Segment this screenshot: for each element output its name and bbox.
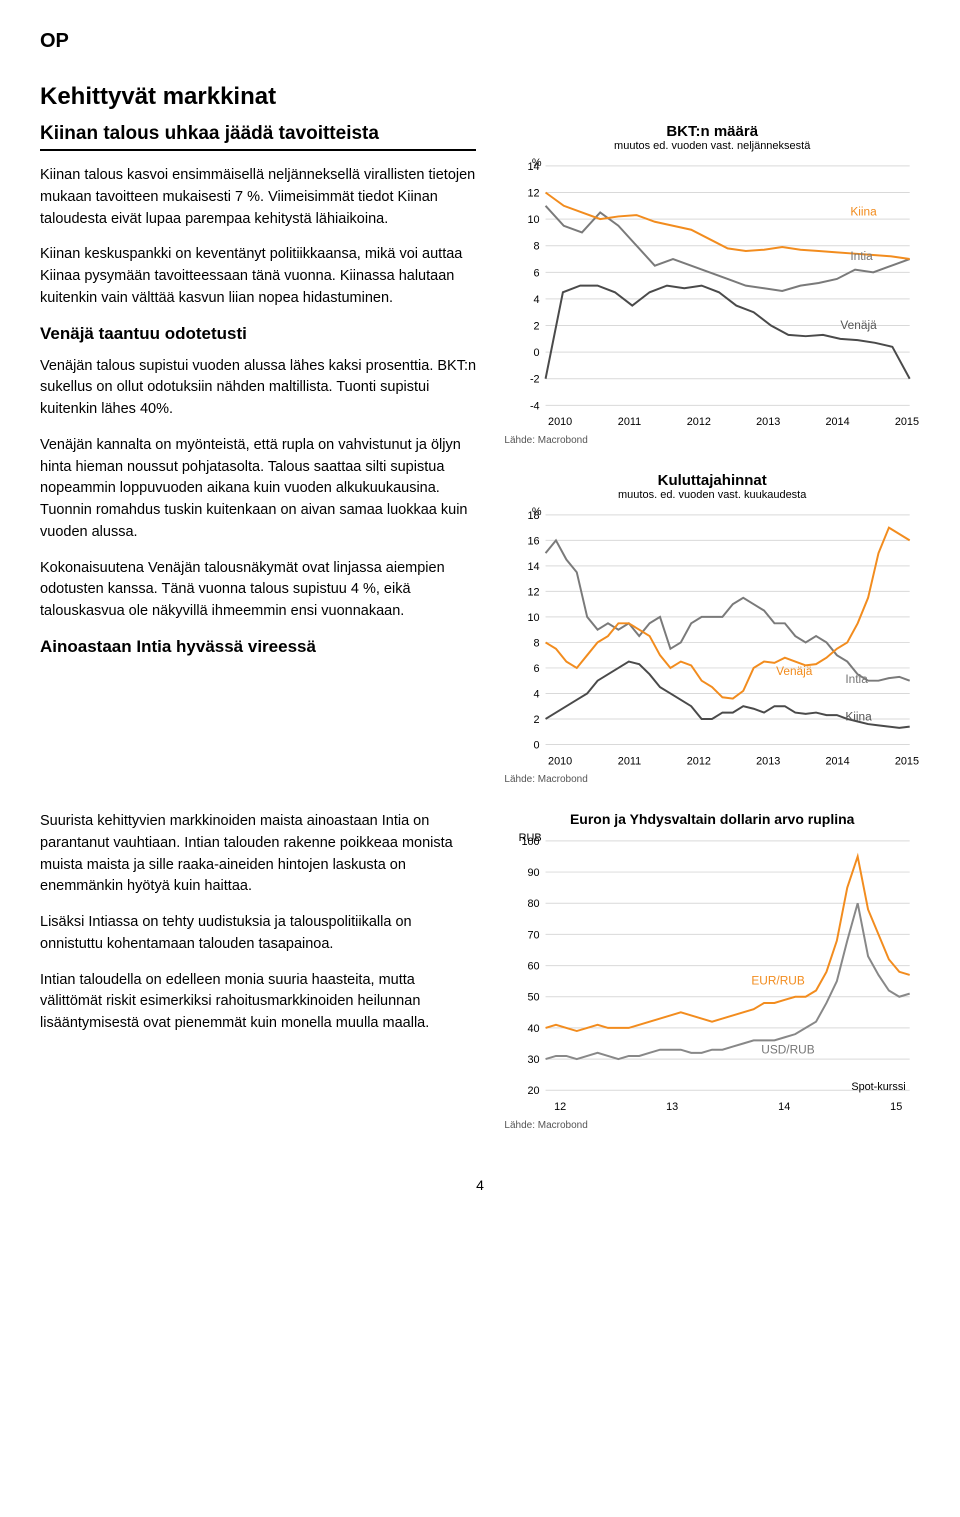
- svg-text:16: 16: [528, 535, 540, 547]
- page-title: Kehittyvät markkinat: [40, 83, 920, 111]
- svg-text:90: 90: [528, 867, 540, 879]
- section-subtitle: Kiinan talous uhkaa jäädä tavoitteista: [40, 123, 476, 151]
- svg-text:2011: 2011: [618, 755, 641, 767]
- body-text: Intian taloudella on edelleen monia suur…: [40, 970, 476, 1035]
- chart-source: Lähde: Macrobond: [504, 1120, 920, 1131]
- svg-text:15: 15: [891, 1101, 903, 1113]
- body-text: Venäjän talous supistui vuoden alussa lä…: [40, 356, 476, 421]
- svg-text:6: 6: [534, 267, 540, 279]
- svg-text:10: 10: [528, 612, 540, 624]
- chart-svg: -4-202468101214%201020112012201320142015…: [504, 156, 920, 433]
- svg-text:20: 20: [528, 1085, 540, 1097]
- svg-text:2013: 2013: [756, 755, 780, 767]
- svg-text:2015: 2015: [895, 416, 919, 428]
- svg-text:Spot-kurssi: Spot-kurssi: [852, 1081, 906, 1093]
- svg-text:2015: 2015: [895, 755, 919, 767]
- svg-text:USD/RUB: USD/RUB: [762, 1043, 815, 1057]
- svg-text:8: 8: [534, 637, 540, 649]
- subheading-intia: Ainoastaan Intia hyvässä vireessä: [40, 637, 476, 657]
- body-text: Lisäksi Intiassa on tehty uudistuksia ja…: [40, 912, 476, 956]
- body-text: Venäjän kannalta on myönteistä, että rup…: [40, 435, 476, 544]
- svg-text:2010: 2010: [548, 755, 572, 767]
- svg-text:2010: 2010: [548, 416, 572, 428]
- svg-text:6: 6: [534, 663, 540, 675]
- svg-text:10: 10: [528, 214, 540, 226]
- chart-source: Lähde: Macrobond: [504, 774, 920, 785]
- svg-text:80: 80: [528, 898, 540, 910]
- svg-text:Kiina: Kiina: [851, 204, 878, 218]
- svg-text:12: 12: [554, 1101, 566, 1113]
- svg-text:Intia: Intia: [851, 249, 874, 263]
- svg-text:-4: -4: [530, 400, 540, 412]
- bottom-columns: Suurista kehittyvien markkinoiden maista…: [40, 811, 920, 1157]
- svg-text:4: 4: [534, 688, 540, 700]
- chart-source: Lähde: Macrobond: [504, 435, 920, 446]
- svg-text:4: 4: [534, 294, 540, 306]
- svg-text:2: 2: [534, 714, 540, 726]
- subheading-venaja: Venäjä taantuu odotetusti: [40, 324, 476, 344]
- svg-text:13: 13: [666, 1101, 678, 1113]
- svg-text:2012: 2012: [687, 416, 711, 428]
- svg-text:2011: 2011: [618, 416, 641, 428]
- svg-text:12: 12: [528, 586, 540, 598]
- chart-subtitle: muutos ed. vuoden vast. neljänneksestä: [504, 140, 920, 152]
- svg-text:%: %: [532, 506, 542, 518]
- chart-bkt: BKT:n määrä muutos ed. vuoden vast. nelj…: [504, 123, 920, 446]
- svg-text:Venäjä: Venäjä: [841, 318, 878, 332]
- svg-text:12: 12: [528, 187, 540, 199]
- svg-text:2014: 2014: [826, 416, 850, 428]
- svg-text:RUB: RUB: [519, 832, 542, 844]
- top-columns: Kiinan talous uhkaa jäädä tavoitteista K…: [40, 123, 920, 811]
- body-text: Kiinan talous kasvoi ensimmäisellä neljä…: [40, 165, 476, 230]
- svg-text:EUR/RUB: EUR/RUB: [752, 974, 805, 988]
- svg-text:14: 14: [779, 1101, 791, 1113]
- chart-svg: 2030405060708090100RUB12131415EUR/RUBUSD…: [504, 831, 920, 1118]
- chart-rub: Euron ja Yhdysvaltain dollarin arvo rupl…: [504, 811, 920, 1131]
- page-number: 4: [40, 1177, 920, 1193]
- body-text: Suurista kehittyvien markkinoiden maista…: [40, 811, 476, 898]
- svg-text:14: 14: [528, 561, 540, 573]
- chart-title: Kuluttajahinnat: [504, 472, 920, 489]
- svg-text:Kiina: Kiina: [846, 710, 873, 724]
- svg-text:0: 0: [534, 739, 540, 751]
- svg-text:2: 2: [534, 320, 540, 332]
- svg-text:-2: -2: [530, 374, 540, 386]
- svg-text:0: 0: [534, 347, 540, 359]
- body-text: Kiinan keskuspankki on keventänyt politi…: [40, 244, 476, 309]
- svg-text:Venäjä: Venäjä: [777, 664, 814, 678]
- chart-svg: 024681012141618%201020112012201320142015…: [504, 505, 920, 772]
- chart-cpi: Kuluttajahinnat muutos. ed. vuoden vast.…: [504, 472, 920, 785]
- svg-text:40: 40: [528, 1023, 540, 1035]
- svg-text:30: 30: [528, 1054, 540, 1066]
- body-text: Kokonaisuutena Venäjän talousnäkymät ova…: [40, 558, 476, 623]
- svg-text:2012: 2012: [687, 755, 711, 767]
- svg-text:60: 60: [528, 961, 540, 973]
- brand-label: OP: [40, 30, 920, 53]
- chart-title: BKT:n määrä: [504, 123, 920, 140]
- svg-text:8: 8: [534, 241, 540, 253]
- svg-text:2013: 2013: [756, 416, 780, 428]
- chart-subtitle: muutos. ed. vuoden vast. kuukaudesta: [504, 489, 920, 501]
- svg-text:%: %: [532, 157, 542, 169]
- svg-text:2014: 2014: [826, 755, 850, 767]
- svg-text:70: 70: [528, 930, 540, 942]
- chart-title: Euron ja Yhdysvaltain dollarin arvo rupl…: [504, 811, 920, 827]
- svg-text:Intia: Intia: [846, 672, 869, 686]
- svg-text:50: 50: [528, 992, 540, 1004]
